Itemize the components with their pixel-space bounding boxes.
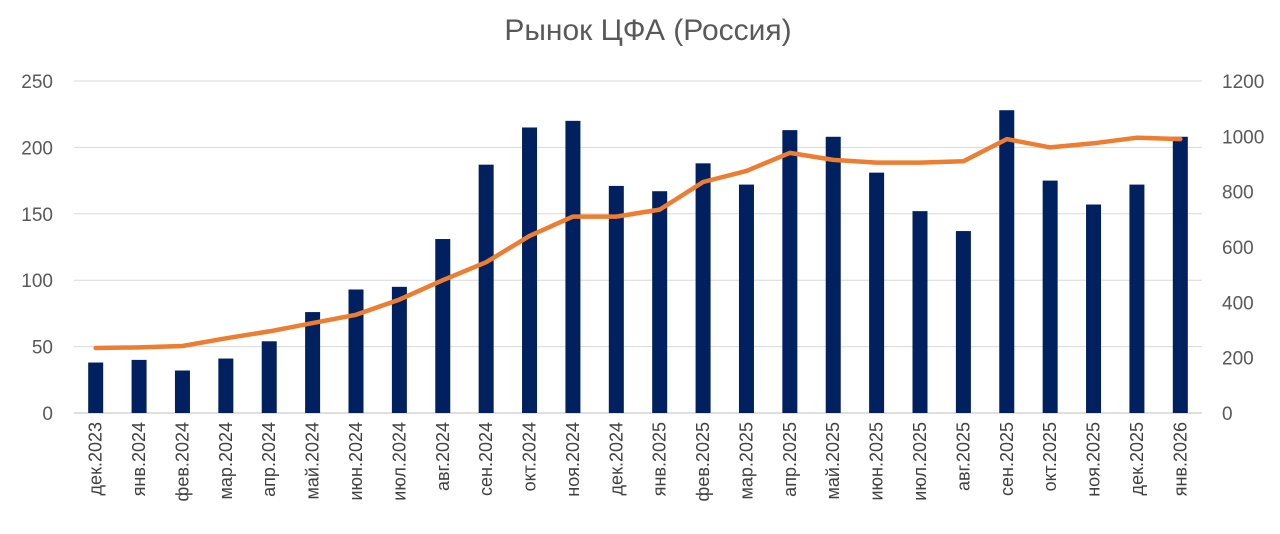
x-axis-tick-label: сен.2025 bbox=[997, 422, 1017, 496]
bar bbox=[174, 370, 190, 413]
right-axis-tick-label: 600 bbox=[1222, 238, 1254, 259]
right-axis-tick-label: 1000 bbox=[1222, 127, 1264, 148]
bar bbox=[478, 164, 494, 413]
left-axis-ticks: 0 50 100 150 200 250 bbox=[21, 72, 53, 425]
bar bbox=[1042, 180, 1058, 413]
x-axis-tick-label: май.2025 bbox=[823, 422, 843, 499]
bar bbox=[652, 191, 668, 413]
bar bbox=[435, 239, 451, 413]
x-axis-tick-label: янв.2025 bbox=[650, 422, 670, 496]
x-axis-tick-label: фев.2025 bbox=[693, 422, 713, 501]
bar bbox=[391, 286, 407, 413]
x-axis-tick-label: авг.2024 bbox=[433, 422, 453, 491]
x-axis-tick-label: окт.2025 bbox=[1040, 422, 1060, 491]
x-axis-tick-label: авг.2025 bbox=[953, 422, 973, 491]
x-axis-tick-label: ноя.2024 bbox=[563, 422, 583, 497]
right-axis-ticks: 0 200 400 600 800 1000 1200 bbox=[1222, 72, 1264, 425]
bar bbox=[738, 184, 754, 413]
right-axis-tick-label: 200 bbox=[1222, 349, 1254, 370]
x-axis-ticks: дек.2023 янв.2024 фев.2024 мар.2024 апр.2024… bbox=[86, 422, 1191, 501]
right-axis-tick-label: 1200 bbox=[1222, 72, 1264, 93]
bar bbox=[1129, 184, 1145, 413]
left-axis-tick-label: 50 bbox=[32, 338, 53, 359]
bar bbox=[218, 358, 234, 413]
x-axis-tick-label: июн.2024 bbox=[346, 422, 366, 501]
x-axis-tick-label: мар.2025 bbox=[736, 422, 756, 499]
bar bbox=[1172, 136, 1188, 413]
line-series bbox=[93, 135, 1183, 351]
bar bbox=[825, 136, 841, 413]
bar bbox=[348, 289, 364, 413]
bar bbox=[608, 185, 624, 413]
x-axis-tick-label: янв.2026 bbox=[1170, 422, 1190, 496]
bar bbox=[305, 312, 321, 413]
bar bbox=[522, 127, 538, 413]
x-axis-tick-label: мар.2024 bbox=[216, 422, 236, 499]
x-axis-tick-label: апр.2025 bbox=[780, 422, 800, 497]
bar bbox=[782, 130, 798, 414]
line-series-path bbox=[93, 135, 1183, 351]
x-axis-tick-label: апр.2024 bbox=[259, 422, 279, 497]
x-axis-tick-label: ноя.2025 bbox=[1084, 422, 1104, 497]
bar bbox=[565, 120, 581, 413]
left-axis-tick-label: 200 bbox=[21, 138, 53, 159]
x-axis-tick-label: янв.2024 bbox=[129, 422, 149, 496]
x-axis-tick-label: сен.2024 bbox=[476, 422, 496, 496]
x-axis-tick-label: июл.2025 bbox=[910, 422, 930, 501]
right-axis-tick-label: 0 bbox=[1222, 404, 1233, 425]
x-axis-tick-label: июл.2024 bbox=[389, 422, 409, 501]
right-axis-tick-label: 400 bbox=[1222, 293, 1254, 314]
bar bbox=[88, 362, 104, 413]
left-axis-tick-label: 250 bbox=[21, 72, 53, 93]
x-axis-tick-label: дек.2025 bbox=[1127, 422, 1147, 495]
x-axis-tick-label: май.2024 bbox=[303, 422, 323, 499]
x-axis-tick-label: дек.2023 bbox=[86, 422, 106, 495]
bar bbox=[869, 172, 885, 413]
bar bbox=[999, 110, 1015, 413]
bar bbox=[695, 163, 711, 413]
chart-title: Рынок ЦФА (Россия) bbox=[504, 14, 791, 47]
left-axis-tick-label: 100 bbox=[21, 271, 53, 292]
x-axis-tick-label: дек.2024 bbox=[606, 422, 626, 495]
bar bbox=[955, 231, 971, 413]
left-axis-tick-label: 0 bbox=[42, 404, 53, 425]
bar bbox=[131, 359, 147, 413]
bar bbox=[1086, 204, 1102, 413]
right-axis-tick-label: 800 bbox=[1222, 183, 1254, 204]
left-axis-tick-label: 150 bbox=[21, 205, 53, 226]
bar bbox=[261, 341, 277, 413]
x-axis-tick-label: фев.2024 bbox=[172, 422, 192, 501]
bar-series bbox=[88, 110, 1188, 414]
bar bbox=[912, 211, 928, 413]
x-axis-tick-label: окт.2024 bbox=[520, 422, 540, 491]
gridlines bbox=[74, 80, 1202, 414]
x-axis-tick-label: июн.2025 bbox=[867, 422, 887, 501]
